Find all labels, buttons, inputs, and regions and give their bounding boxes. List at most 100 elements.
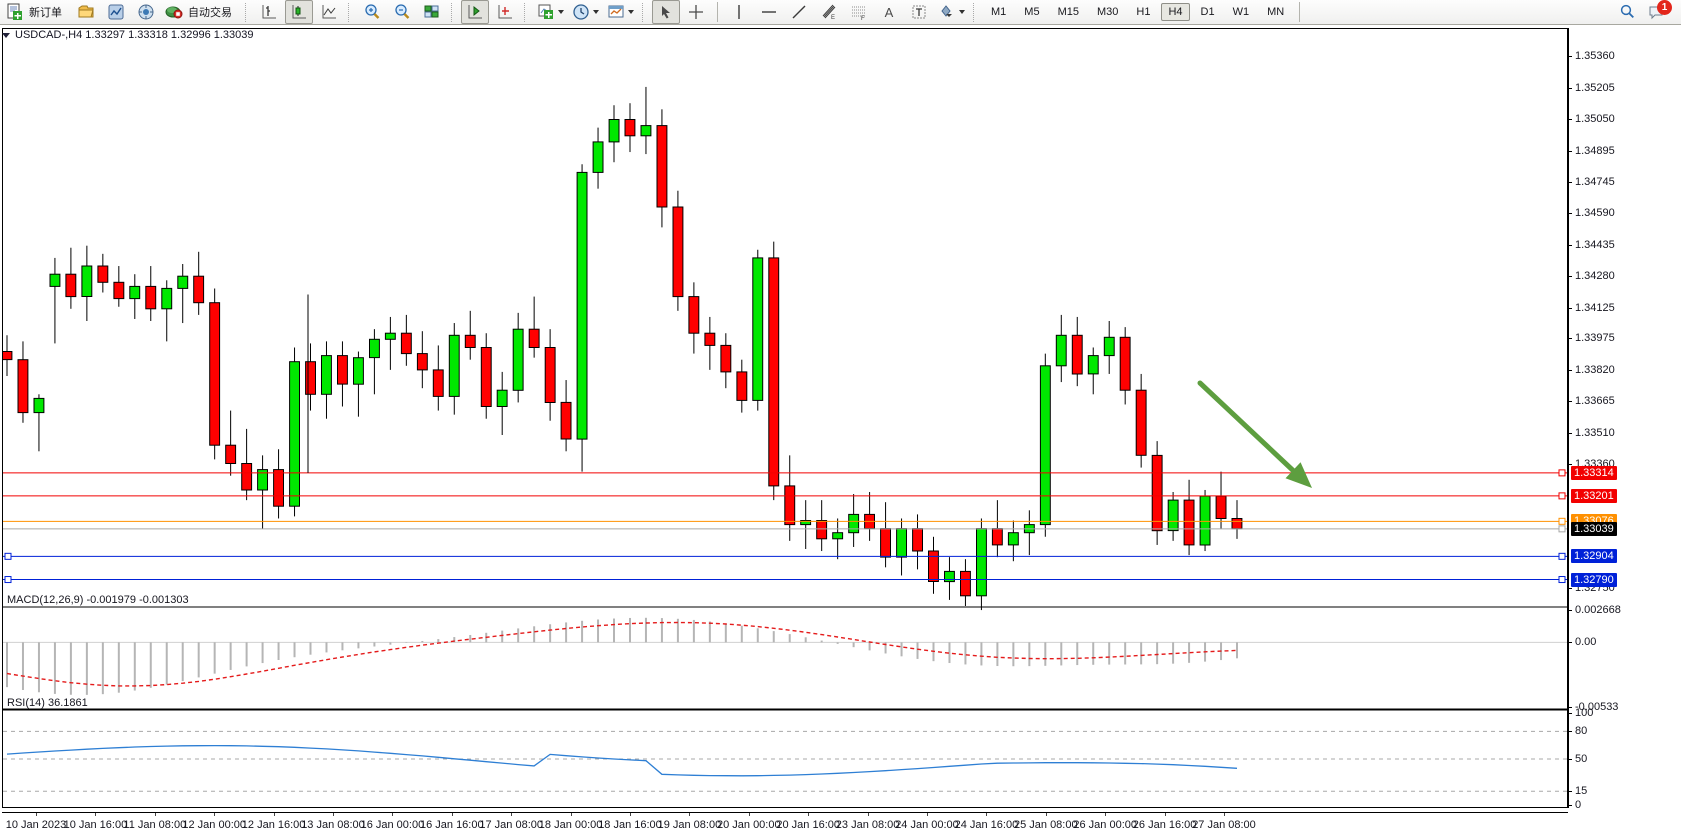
horizontal-line-button[interactable]	[755, 0, 783, 24]
zoom-in-button[interactable]	[358, 0, 386, 24]
candle-body	[65, 273, 77, 298]
candle-body	[321, 355, 332, 395]
bar-chart-icon	[262, 5, 276, 19]
support-level-2-tag[interactable]: 1.32790	[1571, 572, 1617, 587]
clock-icon	[573, 4, 589, 20]
chevron-down-icon[interactable]	[628, 10, 634, 14]
autotrading-button[interactable]: 自动交易	[162, 0, 240, 24]
time-axis-label: 25 Jan 08:00	[1013, 819, 1078, 831]
timeframe-m5[interactable]: M5	[1024, 6, 1040, 18]
cursor-button[interactable]	[652, 0, 680, 24]
alerts-button[interactable]: 1	[1643, 0, 1672, 24]
macd-indicator-title: MACD(12,26,9) -0.001979 -0.001303	[7, 594, 189, 606]
rsi-tick	[1569, 791, 1572, 793]
fibonacci-button[interactable]: F	[845, 0, 873, 24]
time-axis-label: 24 Jan 00:00	[895, 819, 959, 831]
indicators-button[interactable]	[534, 0, 567, 24]
shapes-button[interactable]	[935, 0, 968, 24]
candle-body	[960, 570, 971, 597]
candle-body	[544, 347, 556, 403]
rsi-tick	[1569, 731, 1572, 733]
toolbar-separator	[245, 2, 250, 22]
timeframe-d1[interactable]: D1	[1200, 6, 1215, 18]
candle-body	[880, 528, 891, 558]
candle-body	[432, 369, 444, 397]
time-scale-axis[interactable]: 10 Jan 2023 10 Jan 16:00 11 Jan 08:00 12 Ja…	[2, 812, 1568, 838]
support-level-1-tag[interactable]: 1.32904	[1571, 549, 1617, 564]
templates-button[interactable]	[604, 0, 637, 24]
current-price-level-tag[interactable]: 1.33039	[1571, 521, 1617, 536]
price-axis-label: 1.34280	[1575, 270, 1615, 283]
time-tick	[867, 813, 869, 816]
zoom-out-button[interactable]	[388, 0, 416, 24]
price-tick	[1569, 463, 1572, 465]
candle-body	[305, 361, 317, 395]
time-axis-label: 20 Jan 16:00	[776, 819, 840, 831]
candle-body	[273, 469, 285, 507]
price-axis-label: 1.35360	[1575, 50, 1615, 63]
new-order-button[interactable]: 新订单	[3, 0, 70, 24]
timeframe-m1[interactable]: M1	[991, 6, 1007, 18]
price-tick	[1569, 432, 1572, 434]
period-button[interactable]	[569, 0, 602, 24]
crosshair-button[interactable]	[682, 0, 710, 24]
candle-body	[353, 357, 364, 385]
chevron-down-icon[interactable]	[593, 10, 599, 14]
equidistant-channel-button[interactable]: E	[815, 0, 843, 24]
candle-body	[161, 287, 173, 310]
svg-text:E: E	[831, 15, 835, 21]
candle-body	[1231, 518, 1243, 530]
bar-chart-button[interactable]	[255, 0, 283, 24]
market-watch-button[interactable]	[102, 0, 130, 24]
timeframe-m15[interactable]: M15	[1057, 6, 1079, 18]
time-axis-label: 26 Jan 16:00	[1132, 819, 1197, 831]
vertical-line-button[interactable]	[725, 0, 753, 24]
price-axis-label: 1.34895	[1575, 145, 1615, 158]
macd-tick	[1569, 642, 1572, 644]
current-price-level-handle	[1558, 525, 1566, 533]
rsi-axis-label: 15	[1575, 785, 1588, 798]
resistance-level-1-tag[interactable]: 1.33314	[1571, 465, 1617, 480]
text-label-button[interactable]	[905, 0, 933, 24]
trendline-button[interactable]	[785, 0, 813, 24]
chart-shift-button[interactable]	[491, 0, 519, 24]
macd-tick	[1569, 707, 1572, 708]
timeframe-h4[interactable]: H4	[1161, 3, 1190, 21]
time-axis-label: 11 Jan 08:00	[123, 819, 187, 831]
search-button[interactable]	[1613, 0, 1641, 24]
auto-scroll-button[interactable]	[461, 0, 489, 24]
candlestick-chart-button[interactable]	[285, 0, 313, 24]
price-tick	[1569, 181, 1572, 183]
candle-body	[576, 171, 588, 440]
chevron-down-icon[interactable]	[959, 10, 965, 14]
time-axis-label: 20 Jan 00:00	[716, 819, 781, 831]
toolbar-separator	[348, 2, 353, 22]
candle-body	[784, 485, 796, 526]
time-tick	[36, 813, 37, 816]
timeframe-w1[interactable]: W1	[1232, 6, 1250, 18]
line-chart-button[interactable]	[315, 0, 343, 24]
indicators-list-button[interactable]	[72, 0, 100, 24]
time-tick	[748, 813, 750, 816]
candle-body	[81, 265, 93, 297]
time-axis-label: 12 Jan 00:00	[182, 819, 246, 831]
chart-window[interactable]: USDCAD-,H4 1.33297 1.33318 1.32996 1.330…	[0, 25, 1681, 838]
navigator-button[interactable]	[132, 0, 160, 24]
time-axis-label: 12 Jan 16:00	[241, 819, 306, 831]
folder-icon	[78, 5, 94, 18]
price-tick	[1569, 338, 1572, 340]
candle-body	[944, 570, 955, 583]
chevron-down-icon[interactable]	[2, 32, 10, 38]
price-scale-axis[interactable]: 1.35360 1.35205 1.35050 1.34895 1.34745 1.345…	[1568, 28, 1681, 811]
toolbar-separator	[451, 2, 456, 22]
timeframe-mn[interactable]: MN	[1267, 6, 1285, 18]
resistance-level-2-tag[interactable]: 1.33201	[1571, 488, 1617, 503]
price-tick	[1569, 587, 1572, 589]
chart-plot-area[interactable]: MACD(12,26,9) -0.001979 -0.001303 RSI(14…	[2, 28, 1568, 808]
chevron-down-icon[interactable]	[558, 10, 564, 14]
timeframe-m30[interactable]: M30	[1096, 6, 1119, 18]
text-button[interactable]: A	[875, 0, 903, 24]
tile-windows-button[interactable]	[418, 0, 446, 24]
timeframe-h1[interactable]: H1	[1136, 6, 1151, 18]
candle-body	[991, 528, 1003, 546]
